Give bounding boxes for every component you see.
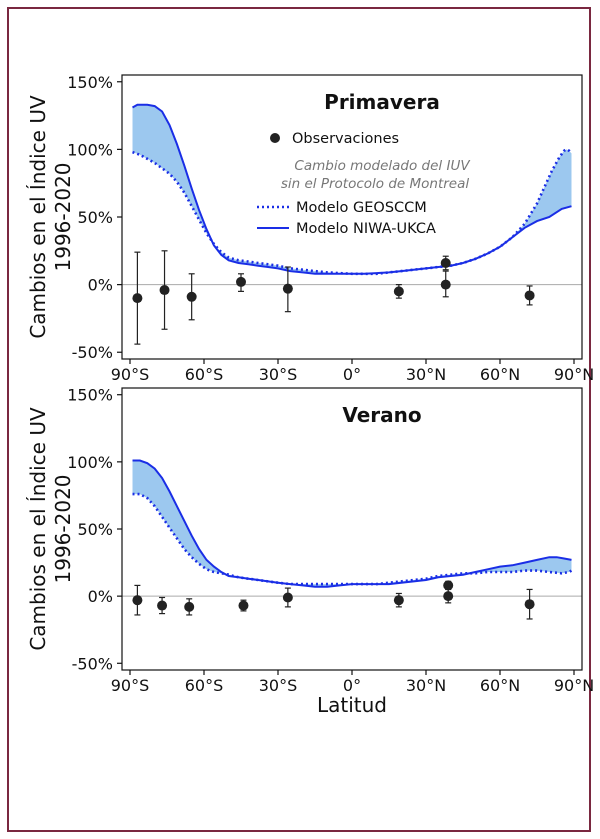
figure-frame	[7, 7, 591, 832]
x-tick-label: 60°N	[480, 676, 520, 695]
observation-point	[238, 600, 249, 611]
legend-note: sin el Protocolo de Montreal	[281, 176, 470, 192]
y-tick-label: -50%	[72, 343, 113, 362]
panel-title: Primavera	[324, 90, 440, 114]
observation-point	[524, 599, 535, 610]
y-tick-label: 50%	[77, 520, 113, 539]
observation-point	[440, 257, 451, 268]
x-tick-label: 30°S	[259, 676, 298, 695]
plot-frame	[121, 387, 583, 671]
series-line-niwa-ukca	[132, 459, 572, 588]
panel-title: Verano	[342, 403, 421, 427]
observation-point	[524, 290, 535, 301]
legend-observation-marker	[270, 133, 280, 143]
plot-frame	[121, 74, 583, 360]
observation-point	[282, 283, 293, 294]
model-difference-band	[132, 460, 572, 587]
observation-point	[443, 591, 454, 602]
observation-point	[132, 595, 143, 606]
x-tick-label: 30°S	[259, 365, 298, 384]
legend-geosccm-label: Modelo GEOSCCM	[296, 200, 427, 216]
observation-point	[157, 600, 168, 611]
y-tick-label: 100%	[67, 453, 113, 472]
x-axis-label: Latitud	[317, 693, 387, 717]
observation-point	[393, 595, 404, 606]
x-tick-label: 90°S	[111, 365, 150, 384]
x-tick-label: 30°N	[406, 365, 446, 384]
observation-point	[393, 286, 404, 297]
y-tick-label: 0%	[88, 587, 113, 606]
y-tick-label: 0%	[88, 276, 113, 295]
y-tick-label: -50%	[72, 654, 113, 673]
x-tick-label: 60°S	[185, 365, 224, 384]
x-tick-label: 0°	[343, 676, 361, 695]
observation-point	[159, 285, 170, 296]
y-axis-label: Cambios en el Índice UV1996-2020	[26, 95, 75, 339]
y-tick-label: 150%	[67, 386, 113, 405]
y-axis-label: Cambios en el Índice UV1996-2020	[26, 407, 75, 651]
legend: Observaciones Cambio modelado del IUV sin …	[257, 131, 471, 237]
x-tick-label: 90°N	[554, 365, 594, 384]
y-tick-label: 50%	[77, 208, 113, 227]
x-tick-label: 30°N	[406, 676, 446, 695]
x-tick-label: 90°S	[111, 676, 150, 695]
observation-point	[184, 601, 195, 612]
y-tick-label: 150%	[67, 73, 113, 92]
chart-panel-verano: -50% 0% 50% 100% 150% 90°S 60°S 30°S 0° 30°N 60°N 9…	[26, 386, 594, 695]
chart-panel-primavera: -50% 0% 50% 100% 150% 90°S 60°S 30°S 0° 30°N 60°N 9…	[26, 73, 594, 384]
observation-point	[443, 580, 454, 591]
y-tick-label: 100%	[67, 140, 113, 159]
series-line-niwa-ukca	[132, 103, 572, 275]
observation-point	[282, 592, 293, 603]
x-tick-label: 90°N	[554, 676, 594, 695]
series-line-geosccm	[132, 492, 573, 586]
observation-point	[236, 276, 246, 287]
legend-niwa-label: Modelo NIWA-UKCA	[296, 221, 436, 237]
series-line-geosccm	[132, 147, 573, 276]
observation-point	[440, 279, 451, 290]
observation-point	[132, 293, 143, 304]
legend-observations-label: Observaciones	[292, 131, 399, 147]
observation-point	[186, 291, 197, 302]
x-tick-label: 0°	[343, 365, 361, 384]
x-tick-label: 60°N	[480, 365, 520, 384]
x-tick-label: 60°S	[185, 676, 224, 695]
legend-note: Cambio modelado del IUV	[294, 158, 471, 174]
